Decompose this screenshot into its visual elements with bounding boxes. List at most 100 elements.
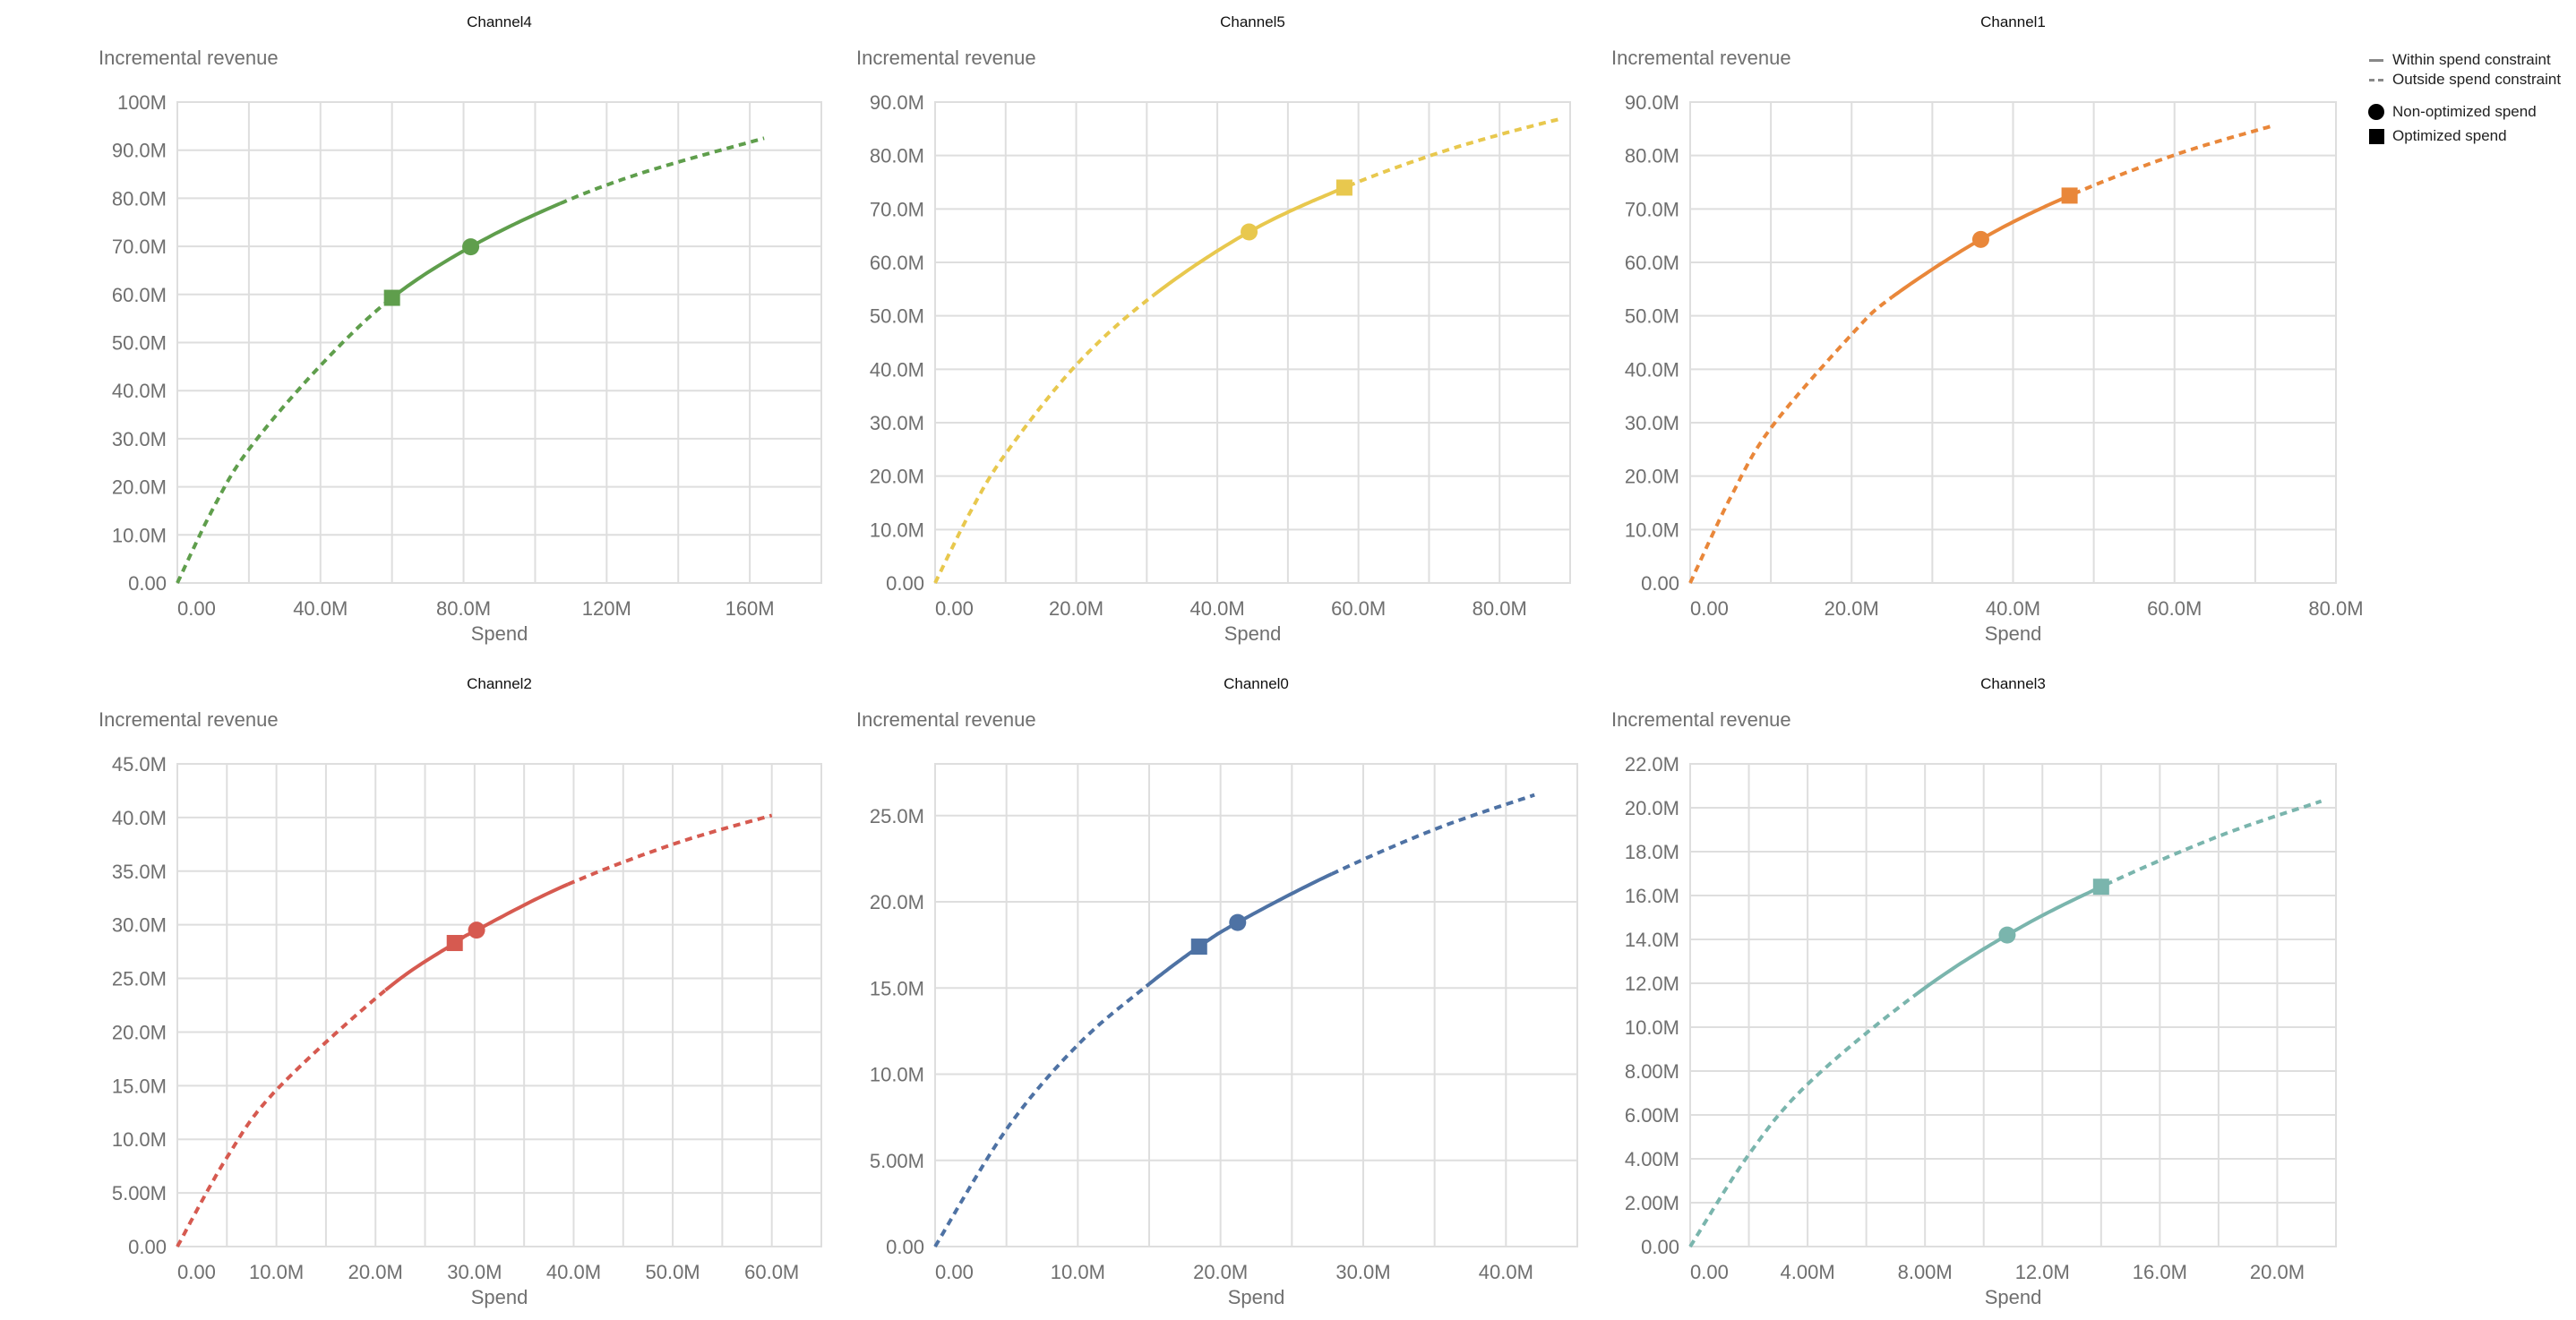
x-tick-label: 4.00M	[1781, 1261, 1835, 1283]
curve-within-constraint	[1145, 872, 1333, 988]
curve-outside-constraint	[933, 293, 1155, 584]
x-tick-label: 0.00	[1690, 597, 1729, 620]
legend-label: Outside spend constraint	[2392, 71, 2562, 88]
y-tick-label: 70.0M	[112, 236, 167, 258]
gridlines	[934, 101, 1571, 584]
y-tick-label: 0.00	[886, 1236, 924, 1258]
x-axis-label: Spend	[1985, 1286, 2042, 1308]
non-optimized-spend-marker	[1241, 223, 1258, 241]
y-tick-label: 10.0M	[1625, 519, 1679, 541]
y-tick-label: 25.0M	[112, 968, 167, 990]
y-axis-label: Incremental revenue	[856, 708, 1036, 731]
x-tick-label: 0.00	[177, 1261, 216, 1283]
plot-border	[176, 101, 822, 584]
y-tick-label: 30.0M	[112, 428, 167, 450]
y-tick-label: 50.0M	[1625, 305, 1679, 328]
curve-outside-constraint	[559, 136, 765, 206]
y-tick-label: 70.0M	[1625, 198, 1679, 220]
y-axis-label: Incremental revenue	[99, 47, 279, 69]
x-tick-label: 0.00	[935, 597, 974, 620]
x-tick-label: 80.0M	[1473, 597, 1527, 620]
x-tick-label: 40.0M	[1190, 597, 1245, 620]
x-tick-label: 10.0M	[1051, 1261, 1105, 1283]
curve-outside-constraint	[567, 813, 773, 887]
optimized-spend-marker	[2061, 187, 2078, 204]
y-tick-label: 90.0M	[870, 91, 924, 114]
legend-label: Within spend constraint	[2392, 51, 2551, 68]
dashed-line-icon	[2367, 78, 2385, 81]
x-tick-label: 40.0M	[546, 1261, 601, 1283]
y-tick-label: 70.0M	[870, 198, 924, 220]
x-tick-label: 60.0M	[1331, 597, 1386, 620]
gridlines	[1689, 101, 2337, 584]
x-tick-label: 80.0M	[436, 597, 491, 620]
plot-border	[1689, 763, 2337, 1247]
chart-title: Channel2	[467, 675, 532, 692]
non-optimized-spend-marker	[468, 921, 485, 939]
x-tick-label: 50.0M	[645, 1261, 700, 1283]
y-tick-label: 5.00M	[870, 1150, 924, 1172]
x-axis-label: Spend	[471, 1286, 528, 1308]
chart-title: Channel3	[1980, 675, 2046, 692]
y-tick-label: 30.0M	[870, 412, 924, 434]
plot-border	[934, 101, 1571, 584]
x-tick-label: 0.00	[177, 597, 216, 620]
y-tick-label: 10.0M	[1625, 1016, 1679, 1039]
y-tick-label: 60.0M	[112, 284, 167, 306]
y-tick-label: 0.00	[886, 572, 924, 595]
gridlines	[176, 763, 822, 1247]
y-tick-label: 15.0M	[112, 1075, 167, 1097]
y-tick-label: 10.0M	[112, 1128, 167, 1151]
y-tick-label: 50.0M	[870, 305, 924, 328]
x-axis-label: Spend	[1224, 622, 1282, 645]
square-icon	[2367, 128, 2385, 144]
curve-outside-constraint	[1688, 995, 1915, 1248]
non-optimized-spend-marker	[1971, 230, 1989, 248]
plot-border	[934, 763, 1578, 1247]
x-axis-label: Spend	[1228, 1286, 1285, 1308]
chart-title: Channel5	[1220, 13, 1285, 30]
y-tick-label: 12.0M	[1625, 973, 1679, 995]
legend-label: Non-optimized spend	[2392, 103, 2537, 120]
x-tick-label: 60.0M	[2147, 597, 2202, 620]
plot-border	[1689, 101, 2337, 584]
optimized-spend-marker	[446, 935, 463, 952]
x-tick-label: 20.0M	[1049, 597, 1103, 620]
y-tick-label: 40.0M	[112, 380, 167, 402]
y-axis-label: Incremental revenue	[1611, 47, 1791, 69]
chart-channel4: Channel4 Incremental revenue Spend 0.00 40.0…	[99, 13, 822, 645]
y-tick-label: 22.0M	[1625, 753, 1679, 776]
y-tick-label: 15.0M	[870, 977, 924, 999]
x-tick-label: 16.0M	[2133, 1261, 2187, 1283]
y-tick-label: 20.0M	[870, 466, 924, 488]
legend-label: Optimized spend	[2392, 127, 2507, 144]
y-tick-label: 30.0M	[1625, 412, 1679, 434]
y-tick-label: 60.0M	[870, 252, 924, 274]
y-tick-label: 0.00	[128, 572, 167, 595]
x-tick-label: 40.0M	[293, 597, 348, 620]
curve-outside-constraint	[176, 296, 393, 584]
x-tick-label: 8.00M	[1898, 1261, 1953, 1283]
x-tick-label: 20.0M	[1193, 1261, 1248, 1283]
y-axis-label: Incremental revenue	[99, 708, 279, 731]
y-tick-label: 20.0M	[1625, 466, 1679, 488]
y-tick-label: 25.0M	[870, 805, 924, 827]
y-tick-label: 0.00	[1641, 1236, 1679, 1258]
y-tick-label: 100M	[117, 91, 167, 114]
y-tick-label: 60.0M	[1625, 252, 1679, 274]
curve-outside-constraint	[1330, 793, 1535, 876]
y-tick-label: 90.0M	[1625, 91, 1679, 114]
optimized-spend-marker	[1190, 939, 1207, 956]
y-tick-label: 0.00	[128, 1236, 167, 1258]
plot-border	[176, 763, 822, 1247]
curve-outside-constraint	[2104, 799, 2323, 887]
legend-item-non-optimized: Non-optimized spend	[2367, 102, 2561, 122]
x-axis-label: Spend	[1985, 622, 2042, 645]
chart-channel5: Channel5 Incremental revenue Spend 0.00 20.0…	[856, 13, 1571, 645]
y-tick-label: 5.00M	[112, 1182, 167, 1204]
y-tick-label: 20.0M	[1625, 797, 1679, 819]
curve-outside-constraint	[933, 984, 1148, 1248]
optimized-spend-marker	[383, 289, 400, 306]
chart-channel1: Channel1 Incremental revenue Spend 0.00 20.0…	[1611, 13, 2364, 645]
